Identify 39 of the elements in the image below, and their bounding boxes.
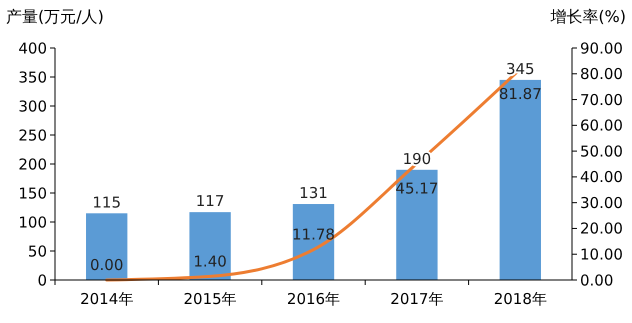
x-tick-label: 2018年 xyxy=(494,290,547,308)
data-label: 345 xyxy=(506,60,535,78)
data-label: 45.17 xyxy=(395,180,438,198)
y-tick-label: 350 xyxy=(18,68,47,86)
y-tick-label: 250 xyxy=(18,126,47,144)
y-tick-label: 150 xyxy=(18,184,47,202)
bar xyxy=(500,80,541,280)
y2-tick-label: 60.00 xyxy=(580,116,623,135)
data-label: 11.78 xyxy=(292,226,335,244)
x-tick-label: 2014年 xyxy=(80,290,134,308)
y-tick-label: 100 xyxy=(18,213,47,232)
x-tick-label: 2016年 xyxy=(286,290,340,308)
bar xyxy=(86,213,128,280)
y2-tick-label: 50.00 xyxy=(580,142,623,160)
y2-tick-label: 90.00 xyxy=(580,39,623,58)
y2-tick-label: 30.00 xyxy=(580,194,623,212)
x-tick-label: 2017年 xyxy=(390,290,444,308)
y-tick-label: 0 xyxy=(37,271,47,290)
data-label: 115 xyxy=(92,193,122,212)
data-label: 117 xyxy=(196,192,224,210)
y2-tick-label: 80.00 xyxy=(580,65,623,84)
y-tick-label: 400 xyxy=(18,39,47,58)
y2-tick-label: 70.00 xyxy=(580,90,623,109)
y-axis-title: 产量(万元/人) xyxy=(6,7,104,26)
bar xyxy=(396,170,438,280)
data-label: 131 xyxy=(299,184,328,202)
y2-axis-title: 增长率(%) xyxy=(549,7,626,26)
data-label: 81.87 xyxy=(498,84,542,103)
y-tick-label: 200 xyxy=(18,155,47,174)
x-tick-label: 2015年 xyxy=(184,290,237,308)
y2-tick-label: 10.00 xyxy=(580,245,623,264)
y-tick-label: 300 xyxy=(18,97,47,116)
bar xyxy=(189,212,231,280)
data-label: 0.00 xyxy=(90,256,124,274)
data-label: 1.40 xyxy=(193,252,227,270)
y2-tick-label: 40.00 xyxy=(580,168,623,186)
y-tick-label: 50 xyxy=(28,242,47,260)
y2-tick-label: 0.00 xyxy=(580,271,614,290)
y2-tick-label: 20.00 xyxy=(580,220,623,238)
